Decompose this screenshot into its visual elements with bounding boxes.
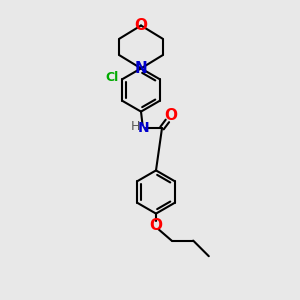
Text: H: H — [130, 120, 140, 133]
Text: N: N — [138, 121, 150, 135]
Text: N: N — [135, 61, 147, 76]
Text: O: O — [149, 218, 163, 232]
Text: Cl: Cl — [105, 71, 119, 84]
Text: O: O — [164, 108, 177, 123]
Text: O: O — [134, 18, 148, 33]
